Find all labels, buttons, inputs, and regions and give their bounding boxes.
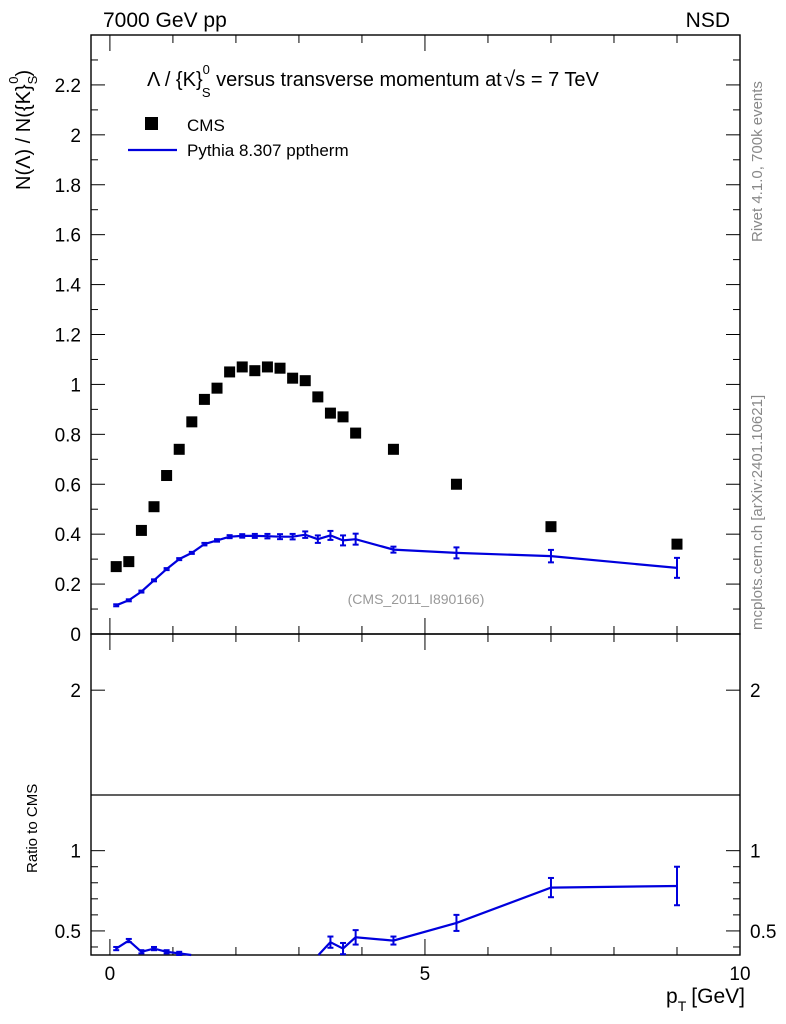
cms-data-point — [236, 361, 248, 373]
ratio-series — [113, 865, 680, 957]
y-tick-label: 1.8 — [55, 176, 81, 197]
y-tick-label: 0 — [70, 625, 81, 646]
cms-data-point — [387, 443, 399, 455]
x-tick-label: 5 — [420, 964, 431, 985]
cms-data-point — [123, 556, 135, 568]
ratio-line — [317, 941, 332, 956]
cms-data-point — [671, 538, 683, 550]
x-tick-label: 0 — [105, 964, 116, 985]
ratio-y-axis-label: Ratio to CMS — [24, 784, 41, 873]
header-right: NSD — [686, 9, 730, 32]
y-tick-label: 0.8 — [55, 425, 81, 446]
cms-data-point — [312, 391, 324, 403]
ratio-y-tick-label: 2 — [750, 681, 761, 702]
y-tick-label: 1.4 — [55, 276, 82, 297]
cms-data-point — [110, 561, 122, 573]
cms-data-point — [324, 407, 336, 419]
cms-data-point — [274, 362, 286, 374]
cms-data-point — [186, 416, 198, 428]
cms-data-point — [224, 366, 236, 378]
cms-data-point — [350, 427, 362, 439]
axis-tick-labels: 00.20.40.60.811.21.41.61.822.20 5 100.5 0.5… — [55, 76, 777, 985]
cms-data-point — [161, 470, 173, 482]
x-tick-label: 10 — [729, 964, 750, 985]
cms-data-point — [287, 372, 299, 384]
y-tick-label: 2.2 — [55, 76, 81, 97]
ratio-line — [329, 884, 678, 950]
data-series — [110, 361, 683, 573]
ratio-y-tick-label: 0.5 — [55, 922, 81, 943]
y-axis-label: N(Λ) / N({K}S0) — [6, 70, 40, 190]
analysis-tag: (CMS_2011_I890166) — [348, 591, 485, 607]
ratio-y-tick-label: 0.5 — [750, 922, 776, 943]
side-text-mcplots: mcplots.cern.ch [arXiv:2401.10621] — [749, 395, 766, 630]
y-tick-label: 2 — [70, 126, 81, 147]
ratio-y-tick-label: 2 — [70, 681, 81, 702]
cms-data-point — [299, 375, 311, 387]
ratio-line — [179, 952, 192, 957]
legend-label-cms: CMS — [187, 116, 225, 135]
legend: CMS Pythia 8.307 pptherm — [128, 116, 349, 160]
cms-data-point — [337, 411, 349, 423]
chart-title: Λ / {K}0 S versus transverse momentum at√… — [147, 62, 600, 100]
cms-data-point — [450, 478, 462, 490]
side-text-rivet: Rivet 4.1.0, 700k events — [749, 81, 766, 242]
cms-data-point — [545, 521, 557, 533]
ratio-line — [115, 939, 180, 955]
cms-data-point — [261, 361, 273, 373]
cms-data-point — [249, 365, 261, 377]
x-axis-label: pT [GeV] — [666, 985, 745, 1014]
y-tick-label: 0.4 — [55, 525, 82, 546]
cms-data-point — [135, 524, 147, 536]
ratio-y-tick-label: 1 — [750, 842, 761, 863]
cms-data-point — [148, 501, 160, 513]
legend-label-mc: Pythia 8.307 pptherm — [187, 141, 349, 160]
y-tick-label: 1.2 — [55, 326, 81, 347]
y-tick-label: 1 — [70, 375, 81, 396]
cms-data-point — [198, 393, 210, 405]
cms-data-point — [173, 443, 185, 455]
axis-ticks — [91, 35, 741, 955]
y-tick-label: 1.6 — [55, 226, 81, 247]
ratio-y-tick-label: 1 — [70, 842, 81, 863]
y-tick-label: 0.6 — [55, 475, 81, 496]
mc-series — [113, 529, 680, 608]
y-tick-label: 0.2 — [55, 575, 81, 596]
legend-marker-cms — [145, 117, 158, 130]
header-left: 7000 GeV pp — [103, 9, 227, 32]
cms-data-point — [211, 382, 223, 394]
